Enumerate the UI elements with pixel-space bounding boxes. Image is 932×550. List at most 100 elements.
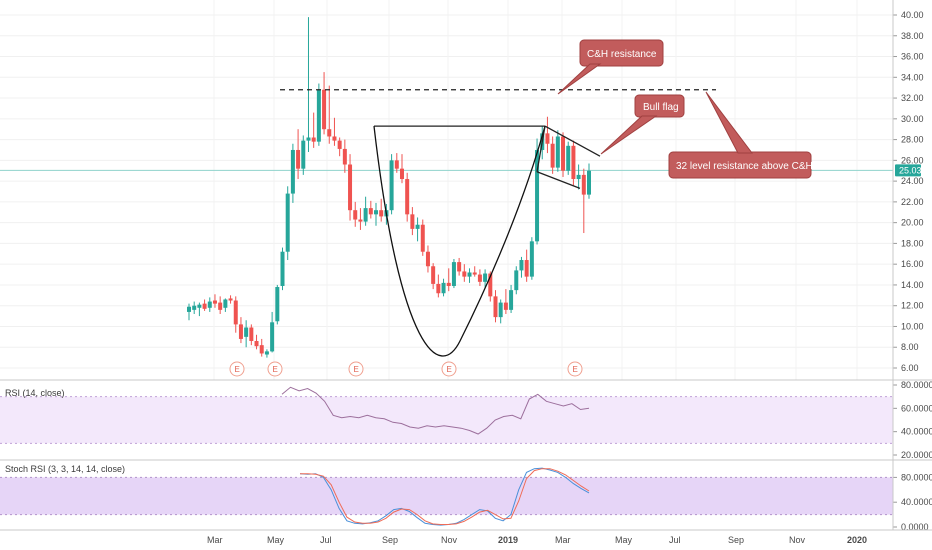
candle	[519, 256, 524, 278]
candle-body	[233, 300, 238, 325]
candle	[238, 317, 243, 344]
candle-body	[228, 298, 233, 301]
candle-body	[462, 271, 467, 277]
candle	[457, 257, 462, 276]
candle	[555, 130, 560, 172]
candle	[550, 136, 555, 174]
candle	[425, 245, 430, 273]
candle	[259, 338, 264, 357]
candle-body	[296, 149, 301, 169]
candle-body	[212, 300, 217, 304]
price-tick-label: 22.00	[901, 197, 924, 207]
candle-body	[488, 273, 493, 297]
candle-body	[425, 251, 430, 267]
time-tick-label: Jul	[669, 535, 681, 545]
candle-body	[436, 283, 441, 294]
earnings-marker[interactable]: E	[441, 361, 457, 377]
stoch-d-line	[300, 468, 590, 525]
callout-ch-resistance-pointer	[557, 63, 602, 95]
candle	[472, 266, 477, 277]
candle	[285, 186, 290, 261]
stoch-rsi-content: 80.0000 40.0000 0.0000	[0, 467, 932, 532]
time-tick-label: Sep	[728, 535, 744, 545]
candle-body	[451, 262, 456, 286]
time-tick-label: May	[615, 535, 633, 545]
candle	[322, 72, 327, 135]
candle-body	[368, 208, 373, 215]
earnings-marker[interactable]: E	[229, 361, 245, 377]
price-tick-label: 38.00	[901, 31, 924, 41]
flag-left-line[interactable]	[536, 125, 546, 172]
candle-body	[467, 272, 472, 277]
candle	[571, 140, 576, 186]
candle-body	[290, 149, 295, 194]
rsi-tick-label: 20.0000	[901, 450, 932, 460]
candle-body	[306, 137, 311, 141]
candle	[192, 301, 197, 315]
candle-body	[493, 296, 498, 318]
earnings-marker-circle	[229, 361, 245, 377]
flag-lower-line[interactable]	[536, 171, 581, 189]
candle-body	[472, 272, 477, 275]
flag-upper-line[interactable]	[544, 125, 601, 157]
earnings-marker-circle	[348, 361, 364, 377]
candle-body	[405, 179, 410, 215]
callouts: C&H resistance Bull flag 32 level resist…	[557, 39, 813, 179]
candle-body	[514, 270, 519, 291]
price-tick-label: 32.00	[901, 93, 924, 103]
candle-body	[192, 305, 197, 310]
candle	[405, 172, 410, 222]
candle-body	[519, 260, 524, 271]
candle-body	[264, 351, 269, 355]
candle-body	[441, 282, 446, 294]
rsi-content: 80.0000 60.0000 40.0000 20.0000	[0, 380, 932, 460]
candle-body	[389, 160, 394, 211]
candle	[379, 198, 384, 222]
earnings-marker[interactable]: E	[348, 361, 364, 377]
candle	[399, 154, 404, 184]
last-price-label: 25.03	[899, 165, 922, 175]
price-tick-label: 24.00	[901, 176, 924, 186]
candle-body	[187, 306, 191, 312]
candle	[509, 284, 514, 313]
candle-body	[550, 143, 555, 168]
stoch-tick-label: 40.0000	[901, 497, 932, 507]
earnings-marker-circle	[567, 361, 583, 377]
candle-body	[270, 322, 275, 352]
callout-ch-resistance-text: C&H resistance	[587, 49, 657, 60]
candle-body	[244, 327, 249, 337]
candle	[212, 294, 217, 308]
price-tick-label: 20.00	[901, 218, 924, 228]
callout-level-32-text: 32 level resistance above C&H	[676, 161, 813, 172]
callout-bull-flag[interactable]: Bull flag	[634, 94, 685, 118]
earnings-marker[interactable]: E	[267, 361, 283, 377]
candle-body	[529, 241, 534, 277]
cup-curve[interactable]	[373, 125, 546, 357]
candle	[524, 249, 529, 282]
candle	[301, 135, 306, 175]
last-price-marker: 25.03	[895, 164, 922, 177]
price-tick-label: 16.00	[901, 259, 924, 269]
price-tick-label: 30.00	[901, 114, 924, 124]
earnings-marker-label: E	[447, 365, 452, 374]
callout-ch-resistance[interactable]: C&H resistance	[579, 39, 664, 67]
price-tick-label: 18.00	[901, 238, 924, 248]
candle-body	[576, 174, 581, 180]
candle-body	[254, 341, 259, 347]
candle	[368, 200, 373, 219]
candle	[332, 117, 337, 146]
candle	[431, 263, 436, 290]
price-tick-label: 28.00	[901, 135, 924, 145]
candle	[576, 164, 581, 190]
candle	[415, 217, 420, 242]
earnings-marker[interactable]: E	[567, 361, 583, 377]
callout-bull-flag-box	[634, 94, 685, 118]
time-axis: Mar May Jul Sep Nov 2019 Mar May Jul Sep Nov 2020	[207, 535, 867, 545]
candle	[451, 258, 456, 289]
callout-level-32[interactable]: 32 level resistance above C&H	[668, 151, 813, 179]
candle-body	[581, 174, 586, 195]
stoch-rsi-label: Stoch RSI (3, 3, 14, 14, close)	[5, 464, 125, 474]
candle-body	[394, 160, 399, 169]
callout-ch-resistance-box	[579, 39, 664, 67]
